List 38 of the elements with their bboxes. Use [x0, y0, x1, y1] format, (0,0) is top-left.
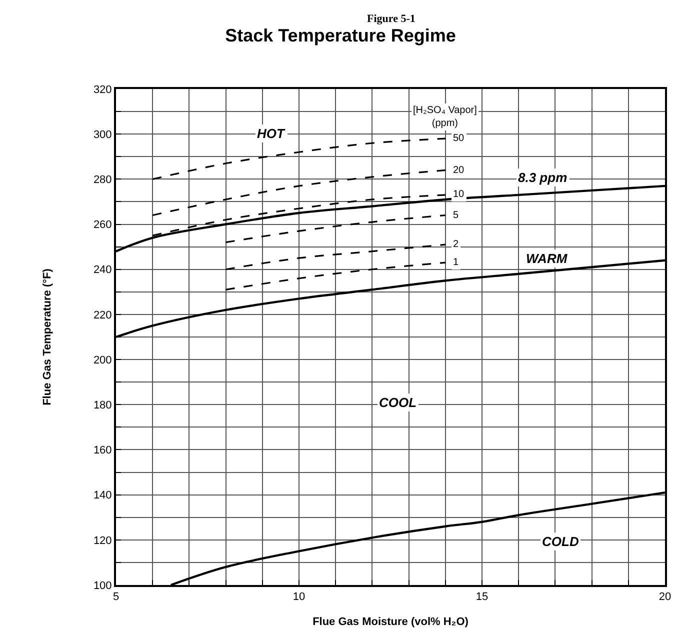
line-series [225, 262, 446, 290]
chart-subtitle: Figure 5-1 [367, 13, 416, 25]
y-tick-label: 180 [93, 399, 112, 412]
line-series [152, 194, 446, 236]
y-tick-label: 240 [93, 264, 112, 276]
series-label: 20 [453, 165, 465, 176]
line-series [152, 138, 446, 180]
line-series [225, 244, 446, 270]
x-tick-label: 5 [112, 591, 120, 604]
series-label: 2 [453, 239, 459, 250]
series-label: 1 [453, 257, 459, 268]
y-tick-label: 320 [93, 84, 112, 96]
annotation: COLD [542, 534, 580, 549]
annotation: HOT [257, 126, 286, 141]
series-label: 10 [453, 189, 465, 200]
y-tick-label: 260 [93, 219, 112, 232]
legend-title: [H₂SO₄ Vapor] (ppm) [413, 105, 478, 129]
annotation: 8.3 ppm [518, 170, 568, 185]
x-tick-label: 15 [476, 591, 488, 604]
x-tick-label: 20 [658, 591, 672, 604]
line-series [225, 214, 446, 244]
annotation: COOL [379, 395, 417, 410]
x-axis-title: Flue Gas Moisture (vol% H₂O) [312, 616, 469, 628]
chart-title: Stack Temperature Regime [225, 25, 456, 46]
y-tick-label: 100 [93, 580, 112, 592]
line-series [152, 169, 446, 216]
y-tick-label: 120 [93, 534, 112, 547]
y-tick-label: 140 [93, 490, 112, 502]
y-tick-label: 200 [93, 354, 112, 366]
series-label: 50 [453, 133, 465, 144]
y-tick-label: 160 [93, 444, 112, 457]
y-tick-label: 280 [93, 174, 112, 186]
series-label: 5 [453, 210, 459, 221]
x-tick-label: 10 [292, 591, 306, 604]
y-axis-title: Flue Gas Temperature (°F) [42, 268, 54, 406]
y-tick-label: 220 [93, 309, 112, 322]
y-tick-label: 300 [93, 128, 112, 141]
annotation: WARM [526, 251, 568, 266]
